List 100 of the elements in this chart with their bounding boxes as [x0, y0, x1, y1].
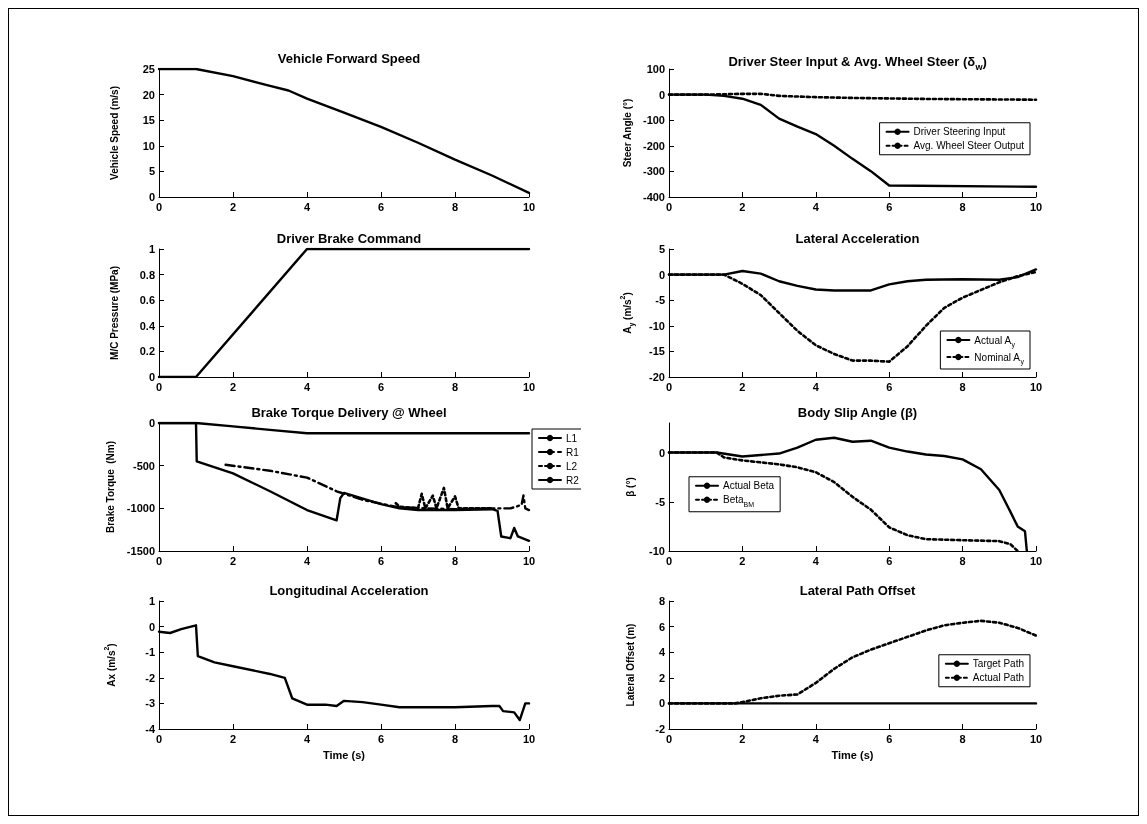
x-tick-label: 2 [229, 200, 237, 213]
x-tick-label: 10 [522, 732, 536, 745]
y-tick-label: -5 [655, 495, 665, 508]
y-axis-title: Lateral Offset (m) [624, 623, 636, 707]
x-tick-label: 2 [739, 732, 746, 745]
y-tick-label: 15 [142, 114, 155, 127]
y-tick-label: 2 [658, 671, 665, 684]
chart-title: Brake Torque Delivery @ Wheel [251, 405, 447, 420]
legend-label: Actual Path [972, 672, 1025, 684]
y-axis-title: Brake Torque (Nm) [105, 440, 117, 534]
y-axis-title: M/C Pressure (MPa) [108, 266, 120, 360]
y-tick-label: -5 [655, 294, 665, 307]
x-tick-label: 2 [229, 732, 237, 745]
x-tick-label: 2 [229, 380, 237, 393]
x-axis-title: Time (s) [323, 748, 366, 761]
x-tick-label: 6 [377, 380, 385, 393]
y-tick-label: -1000 [126, 502, 155, 515]
y-tick-label: 0.8 [139, 268, 155, 281]
chart-title: Body Slip Angle (β) [797, 405, 918, 420]
x-tick-label: 10 [1029, 200, 1043, 213]
y-tick-label: 0 [658, 697, 665, 710]
y-tick-label: 0.6 [139, 294, 155, 307]
y-tick-label: 1 [148, 595, 155, 607]
y-tick-label: 0 [148, 417, 155, 429]
x-tick-label: 10 [522, 200, 536, 213]
y-tick-label: 0 [658, 268, 665, 281]
y-tick-label: -10 [649, 319, 665, 332]
x-tick-label: 2 [229, 554, 237, 567]
y-tick-label: 0 [658, 88, 665, 101]
y-tick-label: 6 [658, 620, 665, 633]
x-tick-label: 2 [739, 554, 746, 567]
y-tick-label: -15 [649, 345, 665, 358]
x-tick-label: 10 [522, 554, 536, 567]
y-tick-label: 4 [658, 646, 666, 659]
y-tick-label: -1500 [126, 545, 155, 557]
chart-title: Vehicle Forward Speed [277, 51, 421, 66]
y-tick-label: -3 [145, 697, 155, 710]
y-tick-label: -400 [642, 191, 665, 203]
y-tick-label: -100 [642, 114, 665, 127]
x-tick-label: 4 [812, 200, 820, 213]
y-axis-title: β (°) [624, 477, 636, 497]
y-tick-label: -2 [145, 671, 155, 684]
x-tick-label: 8 [451, 732, 459, 745]
x-tick-label: 4 [812, 732, 820, 745]
x-tick-label: 6 [886, 380, 893, 393]
x-tick-label: 8 [451, 380, 459, 393]
legend-label: Driver Steering Input [913, 126, 1006, 138]
y-tick-label: 5 [148, 165, 155, 178]
legend-label: R1 [566, 446, 580, 458]
x-tick-label: 8 [959, 732, 966, 745]
y-tick-label: -1 [145, 646, 155, 659]
x-tick-label: 6 [377, 200, 385, 213]
x-tick-label: 8 [451, 200, 459, 213]
x-tick-label: 10 [1029, 554, 1043, 567]
legend-label: Avg. Wheel Steer Output [913, 140, 1025, 152]
y-axis-title: Steer Angle (°) [621, 98, 633, 168]
legend-label: L2 [566, 460, 578, 472]
legend-label: L1 [566, 432, 578, 444]
x-tick-label: 6 [377, 732, 385, 745]
y-tick-label: 0.2 [139, 345, 155, 358]
x-tick-label: 2 [739, 380, 746, 393]
x-tick-label: 8 [959, 380, 966, 393]
x-tick-label: 4 [303, 732, 311, 745]
y-tick-label: 5 [658, 243, 665, 255]
x-tick-label: 10 [1029, 732, 1043, 745]
y-tick-label: -20 [649, 371, 665, 383]
x-tick-label: 2 [739, 200, 746, 213]
y-tick-label: -500 [132, 459, 155, 472]
x-tick-label: 6 [377, 554, 385, 567]
x-axis-title: Time (s) [831, 748, 874, 761]
y-tick-label: 0 [148, 191, 155, 203]
y-tick-label: -200 [642, 139, 665, 152]
legend-label: R2 [566, 474, 580, 486]
y-tick-label: 0 [148, 620, 155, 633]
y-tick-label: 0 [148, 371, 155, 383]
y-tick-label: 100 [646, 63, 665, 75]
chart-title: Lateral Acceleration [795, 231, 920, 246]
legend-label: Target Path [972, 658, 1025, 670]
x-tick-label: 6 [886, 732, 893, 745]
y-tick-label: 1 [148, 243, 155, 255]
y-tick-label: 10 [142, 139, 155, 152]
x-tick-label: 4 [303, 200, 311, 213]
y-tick-label: -300 [642, 165, 665, 178]
x-tick-label: 4 [812, 554, 820, 567]
x-tick-label: 4 [303, 380, 311, 393]
y-tick-label: 8 [658, 595, 665, 607]
x-tick-label: 8 [451, 554, 459, 567]
x-tick-label: 8 [959, 200, 966, 213]
x-tick-label: 10 [522, 380, 536, 393]
chart-title: Driver Brake Command [276, 231, 422, 246]
x-tick-label: 8 [959, 554, 966, 567]
x-tick-label: 6 [886, 554, 893, 567]
x-tick-label: 6 [886, 200, 893, 213]
x-tick-label: 4 [812, 380, 820, 393]
y-tick-label: 0 [658, 446, 665, 459]
y-tick-label: -2 [655, 723, 665, 735]
legend-label: Actual Beta [723, 480, 775, 492]
y-tick-label: 0.4 [139, 319, 156, 332]
chart-title: Lateral Path Offset [799, 583, 916, 598]
chart-title: Longitudinal Acceleration [269, 583, 429, 598]
